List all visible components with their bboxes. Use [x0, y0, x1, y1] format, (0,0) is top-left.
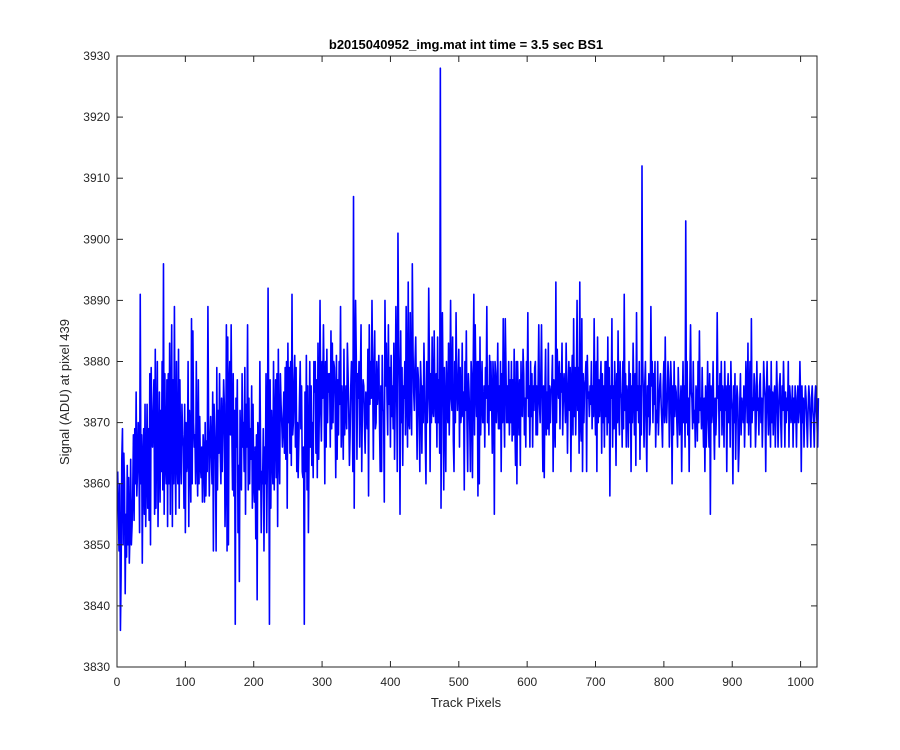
y-axis: 3830 3840 3850 3860 3870 3880 3890 3900 3910 3920…: [83, 49, 817, 674]
x-tick-label-7: 700: [586, 675, 606, 689]
x-tick-label-5: 500: [449, 675, 469, 689]
x-tick-label-2: 200: [244, 675, 264, 689]
y-axis-label: Signal (ADU) at pixel 439: [57, 319, 72, 465]
y-tick-label-8: 3910: [83, 171, 110, 185]
x-tick-label-1: 100: [175, 675, 195, 689]
x-tick-label-6: 600: [517, 675, 537, 689]
series-layer: [116, 67, 820, 632]
y-tick-label-3: 3860: [83, 477, 110, 491]
x-tick-label-0: 0: [114, 675, 121, 689]
y-tick-label-5: 3880: [83, 355, 110, 369]
y-tick-label-4: 3870: [83, 416, 110, 430]
y-tick-label-0: 3830: [83, 660, 110, 674]
x-axis-label: Track Pixels: [431, 695, 502, 710]
y-tick-label-9: 3920: [83, 110, 110, 124]
y-tick-label-6: 3890: [83, 293, 110, 307]
x-axis: 0 100 200 300 400 500 600 700 800 900 1000: [114, 56, 814, 689]
x-tick-label-4: 400: [380, 675, 400, 689]
x-tick-label-8: 800: [654, 675, 674, 689]
y-tick-label-7: 3900: [83, 232, 110, 246]
x-tick-label-10: 1000: [787, 675, 814, 689]
y-tick-label-1: 3840: [83, 599, 110, 613]
chart-title: b2015040952_img.mat int time = 3.5 sec B…: [329, 37, 603, 52]
series-line-0: [116, 67, 820, 632]
x-tick-label-3: 300: [312, 675, 332, 689]
x-tick-label-9: 900: [722, 675, 742, 689]
y-tick-label-2: 3850: [83, 538, 110, 552]
y-tick-label-10: 3930: [83, 49, 110, 63]
